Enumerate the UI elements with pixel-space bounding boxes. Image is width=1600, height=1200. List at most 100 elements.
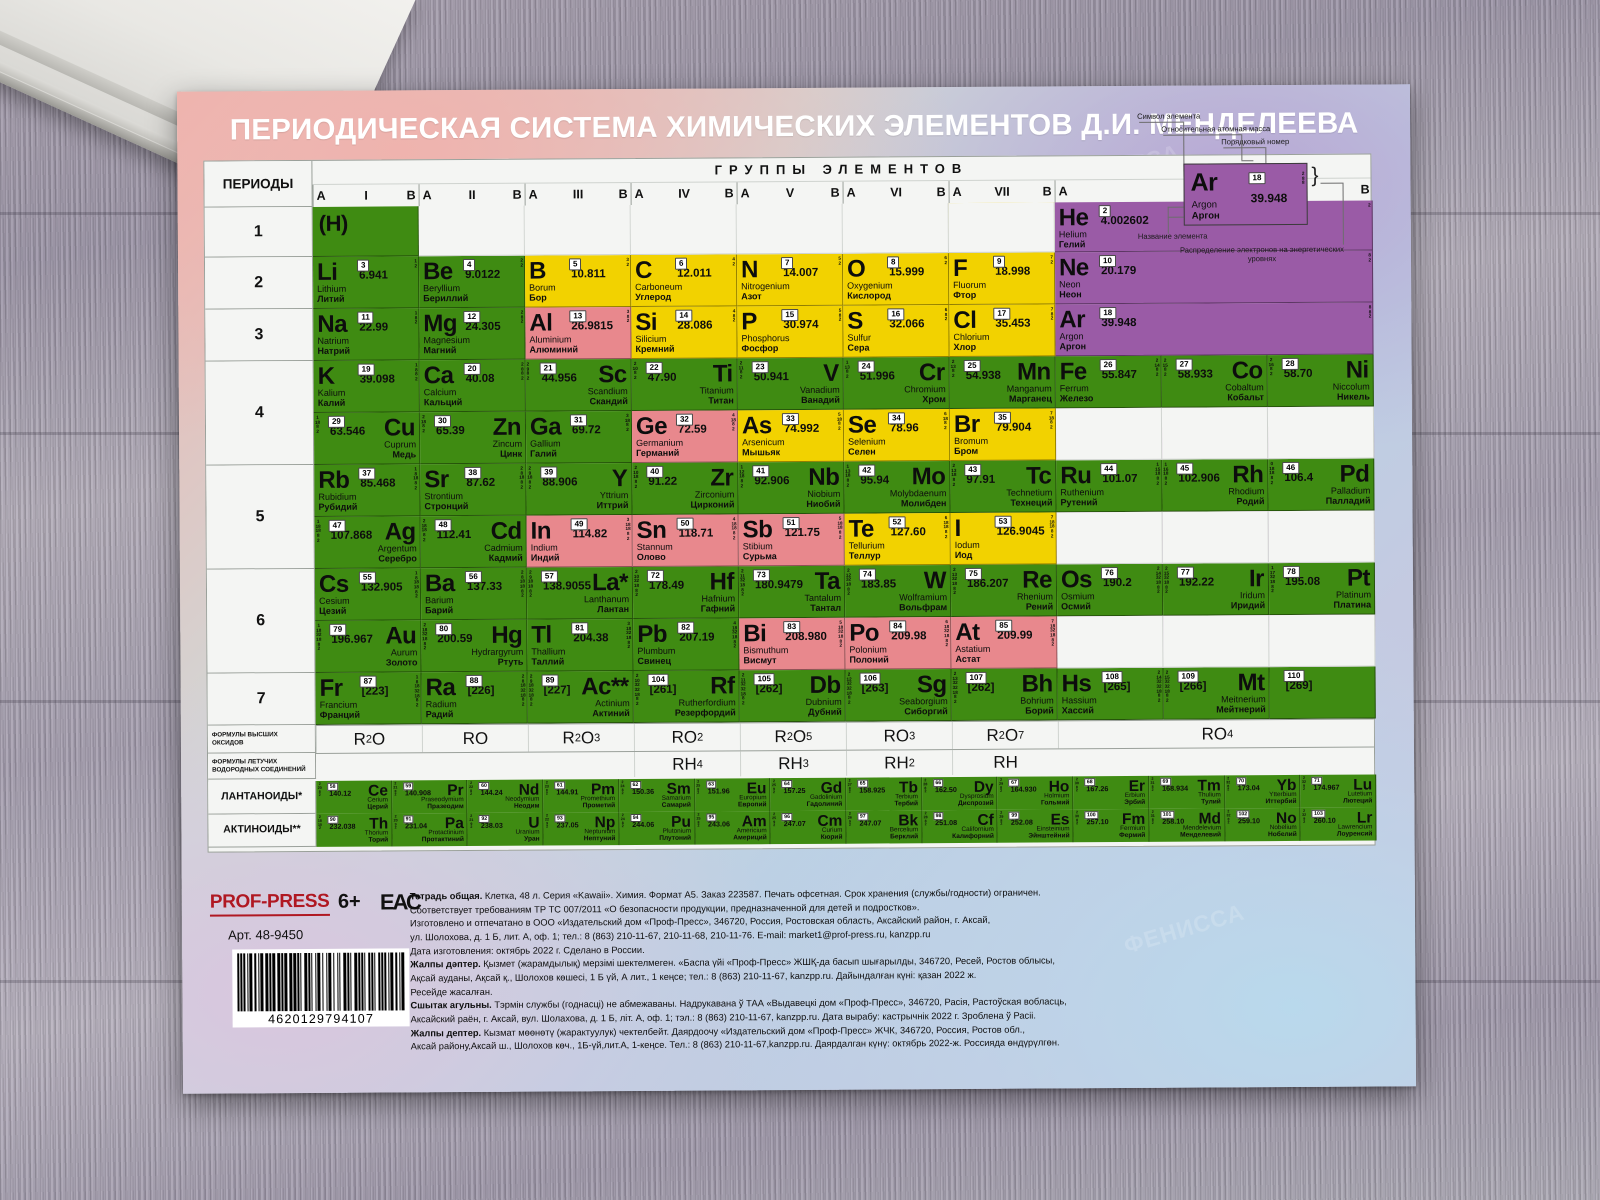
element-cell-Sg: Sg [263] 106 Seaborgium Сиборгий 2 12 32 32 18 8 2 [845,669,952,722]
element-symbol: La* [592,569,629,597]
element-shells: 3 18 8 2 [624,413,630,433]
element-cell-Te: Te 127.60 52 Tellurium Теллур 6 18 18 8 2 [844,513,951,566]
element-cell-Cd: Cd 112.41 48 Cadmium Кадмий 2 18 18 8 2 [420,515,527,569]
element-mass: 138.9055 [542,580,591,593]
legend-name-label: Название элемента [1137,231,1208,241]
element-russian-name: Тантал [810,602,842,613]
group-roman-label: V [785,186,795,201]
element-mass: 231.04 [405,821,428,831]
element-symbol: Hg [491,621,523,649]
element-mass: 126.9045 [996,525,1045,538]
element-latin-name: Technetium [1006,487,1053,498]
element-symbol: Ag [384,518,416,546]
element-symbol: Cu [383,414,416,442]
element-latin-name: Ruthenium [1060,487,1104,498]
element-mass: 174.967 [1313,782,1340,792]
element-latin-name: Gallium [530,438,561,449]
element-shells: 2 30 8 2 [1074,777,1079,793]
element-latin-name: Zincum [492,438,523,449]
element-cell-Mn: Mn 54.938 25 Manganum Марганец 2 13 8 2 [949,356,1056,410]
element-cell-Ga: Ga 69.72 31 Gallium Галий 3 18 8 2 [525,411,633,464]
element-symbol: He [1058,204,1089,232]
element-number: 37 [358,467,376,480]
element-cell-Ni: Ni 58.70 28 Niccolum Никель 2 16 8 2 [1267,354,1374,408]
element-latin-name: Nitrogenium [741,281,790,292]
element-russian-name: Франций [319,709,361,720]
element-number: 43 [964,463,982,476]
element-cell-N: N 14.007 7 Nitrogenium Азот 5 2 [736,253,844,307]
element-cell-Pt: Pt 195.08 78 Platinum Платина 1 17 32 18 8 2 [1268,562,1376,616]
element-cell-Tb: 65 158.925 Tb Terbium Тербий 2 27 8 2 [846,777,923,811]
element-symbol: Hs [1061,670,1092,698]
element-mass: 63.546 [329,425,366,438]
element-cell-Co: Co 58.933 27 Cobaltum Кобальт 2 15 8 2 [1161,355,1268,408]
element-latin-name: Dubnium [805,696,842,707]
element-symbol: Ti [712,360,733,388]
element-russian-name: Менделевий [1180,831,1222,840]
element-number: 13 [569,310,587,323]
element-mass: 30.974 [783,318,819,332]
element-shells: 2 32 9 2 [1301,775,1306,792]
element-mass: 55.847 [1101,368,1137,382]
element-russian-name: Борий [1025,705,1054,716]
element-mass: [265] [1103,680,1131,694]
element-number: 25 [963,359,981,372]
element-russian-name: Лютеций [1343,797,1373,806]
element-shells: 2 22 9 2 [545,813,550,829]
element-shells: 1 18 8 2 [314,414,321,434]
element-symbol: C [634,256,652,284]
element-russian-name: Осмий [1061,601,1091,612]
element-russian-name: Индий [530,552,560,563]
element-symbol: Ge [635,412,668,440]
element-number: 40 [646,465,664,478]
hydride-formula: RH 2 [845,750,953,776]
element-shells: 2 14 8 2 [1154,357,1160,377]
element-latin-name: Actinium [595,698,630,709]
element-russian-name: Гафний [700,603,736,614]
period-label-2: 2 [204,256,314,310]
element-cell-Hs: Hs [265] 108 Hassium Хассий 2 14 32 32 18 8 2 [1057,667,1164,721]
element-russian-name: Аргон [1059,341,1087,352]
element-cell-As: As 74.992 33 Arsenicum Мышьяк 5 18 8 2 [737,409,845,463]
element-russian-name: Торий [368,836,389,845]
element-number: 33 [781,412,799,426]
element-mass: 69.72 [571,424,601,437]
element-russian-name: Кюрий [820,834,843,842]
element-latin-name: Helium [1058,229,1087,240]
element-shells: 2 21 9 2 [469,813,474,830]
element-shells: 0 18 18 8 2 [1269,461,1275,485]
element-mass: 102.906 [1178,472,1220,485]
element-symbol: N [740,256,758,284]
element-mass: 107.868 [330,529,373,542]
element-mass: 118.71 [678,527,714,540]
element-mass: 79.904 [995,421,1032,434]
element-symbol: Db [809,671,841,699]
element-shells: 1 18 18 8 2 [315,518,321,543]
element-shells: 2 25 9 2 [772,812,777,828]
element-cell-P: P 30.974 15 Phosphorus Фосфор 5 8 2 [737,305,844,359]
element-cell-Ra: Ra [226] 88 Radium Радий 2 8 18 32 18 8 2 [421,671,528,725]
element-cell-Sm: 62 150.36 Sm Samarium Самарий 2 24 8 2 [619,778,695,813]
element-cell-U: 92 238.03 U Uranium Уран 2 21 9 2 [467,812,544,847]
article-number: Арт. 48-9450 [228,927,304,943]
element-russian-name: Сера [847,342,870,353]
element-symbol: Hf [709,568,735,596]
period-label-3: 3 [205,308,314,362]
element-mass: 173.04 [1237,783,1260,793]
element-russian-name: Молибден [900,498,947,509]
element-russian-name: Углерод [635,291,672,302]
element-symbol: (H) [318,210,348,236]
empty-cell [948,202,1055,254]
element-russian-name: Технеций [1010,497,1053,508]
element-latin-name: Germanium [636,437,684,448]
element-number: 83 [783,620,801,634]
subgroup-a-label: A [846,185,856,200]
element-russian-name: Железо [1059,393,1094,404]
element-cell-Li: Li 6.941 3 Lithium Литий 1 2 [312,256,420,309]
element-cell-Sr: Sr 87.62 38 Strontium Стронций 2 8 18 8 2 [420,463,527,517]
element-cell-Yb: 70 173.04 Yb Ytterbium Иттербий 2 32 8 2 [1224,774,1301,809]
element-latin-name: Aurum [390,647,418,658]
